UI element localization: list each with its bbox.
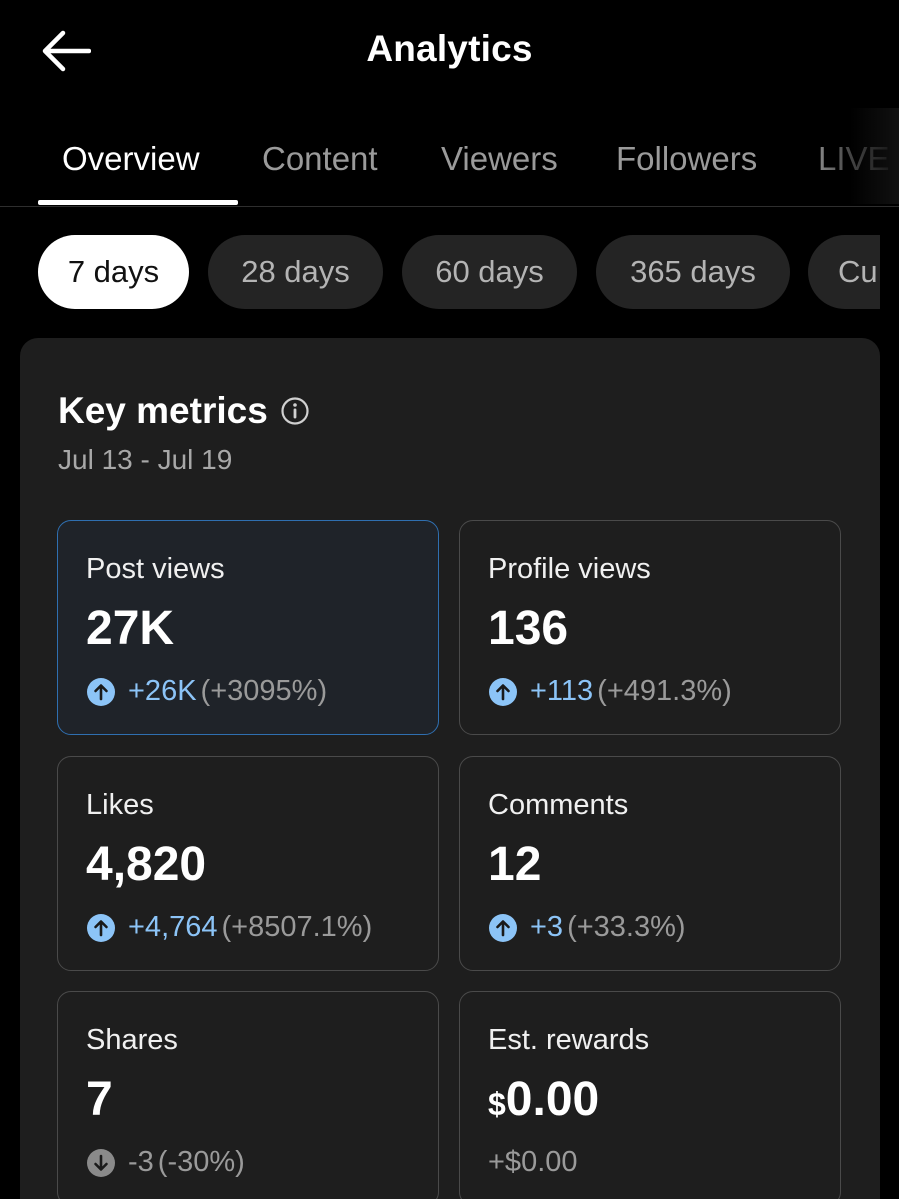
key-metrics-card: Key metrics Jul 13 - Jul 19 Post views 2… — [20, 338, 880, 1199]
metric-percent: (+33.3%) — [567, 911, 686, 943]
metric-comments[interactable]: Comments 12 +3 (+33.3%) — [459, 756, 841, 971]
metric-label: Profile views — [488, 553, 651, 585]
currency-symbol: $ — [488, 1086, 506, 1122]
tab-bar: Overview Content Viewers Followers LIVE — [0, 116, 899, 207]
arrow-up-circle-icon — [488, 677, 518, 707]
period-365-days[interactable]: 365 days — [596, 235, 790, 309]
arrow-left-icon — [42, 30, 91, 72]
tab-overview[interactable]: Overview — [62, 140, 200, 177]
period-7-days[interactable]: 7 days — [38, 235, 189, 309]
metric-est-rewards[interactable]: Est. rewards $0.00 +$0.00 — [459, 991, 841, 1199]
date-range: Jul 13 - Jul 19 — [58, 444, 233, 475]
metric-post-views[interactable]: Post views 27K +26K (+3095%) — [57, 520, 439, 735]
metric-change: +4,764 (+8507.1%) — [86, 911, 372, 944]
metric-value: 7 — [86, 1073, 113, 1126]
key-metrics-title: Key metrics — [58, 390, 268, 431]
metric-value: 12 — [488, 838, 542, 891]
metric-profile-views[interactable]: Profile views 136 +113 (+491.3%) — [459, 520, 841, 735]
tab-followers[interactable]: Followers — [616, 140, 758, 177]
tab-live[interactable]: LIVE — [818, 140, 890, 177]
arrow-up-circle-icon — [86, 677, 116, 707]
metric-change: +26K (+3095%) — [86, 675, 327, 708]
metric-label: Likes — [86, 789, 154, 821]
metric-label: Comments — [488, 789, 629, 821]
metric-delta: +4,764 — [128, 911, 218, 943]
metric-likes[interactable]: Likes 4,820 +4,764 (+8507.1%) — [57, 756, 439, 971]
page-title: Analytics — [366, 28, 533, 69]
top-bar: Analytics — [0, 0, 899, 105]
info-icon[interactable] — [280, 396, 310, 426]
tab-content[interactable]: Content — [262, 140, 378, 177]
back-button[interactable] — [34, 24, 96, 78]
active-tab-indicator — [38, 200, 238, 205]
metric-value: 27K — [86, 602, 175, 655]
metric-value-number: 0.00 — [505, 1073, 600, 1126]
metric-change: +$0.00 — [488, 1146, 578, 1179]
key-metrics-heading: Key metrics — [58, 390, 310, 432]
metric-delta: +$0.00 — [488, 1146, 578, 1178]
period-custom-clip: Cu — [808, 235, 880, 309]
arrow-down-circle-icon — [86, 1148, 116, 1178]
metric-value: 4,820 — [86, 838, 207, 891]
metric-label: Est. rewards — [488, 1024, 650, 1056]
period-custom[interactable]: Cu — [808, 235, 880, 309]
metric-value: 136 — [488, 602, 569, 655]
period-60-days[interactable]: 60 days — [402, 235, 577, 309]
metric-change: -3 (-30%) — [86, 1146, 245, 1179]
arrow-up-circle-icon — [86, 913, 116, 943]
arrow-up-circle-icon — [488, 913, 518, 943]
metric-label: Post views — [86, 553, 225, 585]
period-28-days[interactable]: 28 days — [208, 235, 383, 309]
metric-change: +113 (+491.3%) — [488, 675, 732, 708]
metric-delta: -3 — [128, 1146, 154, 1178]
metric-delta: +3 — [530, 911, 564, 943]
metric-percent: (+8507.1%) — [221, 911, 373, 943]
metric-delta: +26K — [128, 675, 197, 707]
metric-percent: (-30%) — [157, 1146, 245, 1178]
tab-viewers[interactable]: Viewers — [441, 140, 558, 177]
metric-change: +3 (+33.3%) — [488, 911, 686, 944]
metric-percent: (+491.3%) — [597, 675, 732, 707]
metric-shares[interactable]: Shares 7 -3 (-30%) — [57, 991, 439, 1199]
metric-delta: +113 — [530, 675, 594, 707]
metric-label: Shares — [86, 1024, 178, 1056]
metric-percent: (+3095%) — [200, 675, 328, 707]
metric-value: $0.00 — [488, 1072, 599, 1127]
